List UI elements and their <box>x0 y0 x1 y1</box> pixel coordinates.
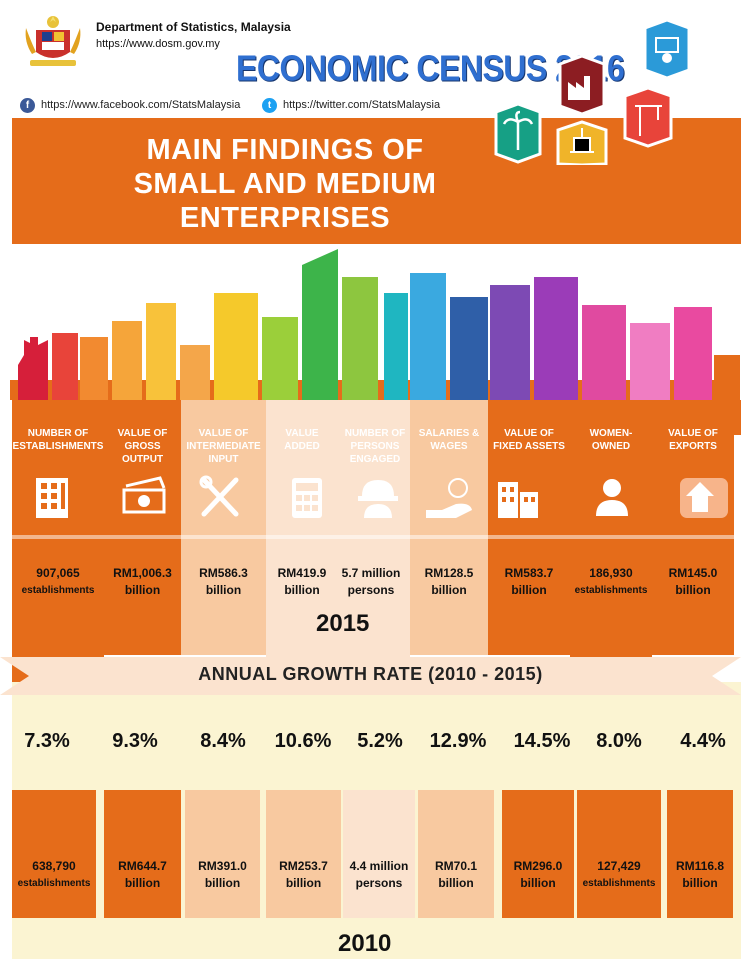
value-2015-women-owned: 186,930 establishments <box>574 566 648 596</box>
header-persons-engaged: NUMBER OF PERSONS ENGAGED <box>344 428 406 465</box>
twitter-link-group[interactable]: t https://twitter.com/StatsMalaysia <box>262 97 440 113</box>
main-title: MAIN FINDINGS OF SMALL AND MEDIUM ENTERP… <box>80 133 490 235</box>
value-2010-persons-engaged: 4.4 million persons <box>349 859 409 890</box>
facebook-icon: f <box>20 97 35 113</box>
export-arrow-icon <box>680 478 728 518</box>
value-2010-intermediate-input: RM391.0 billion <box>198 859 247 890</box>
tools-icon <box>199 475 239 517</box>
growth-women-owned: 8.0% <box>596 730 642 752</box>
growth-exports: 4.4% <box>680 730 726 752</box>
header-value-added: VALUE ADDED <box>284 428 320 452</box>
value-2015-gross-output: RM1,006.3 billion <box>113 566 172 597</box>
growth-persons-engaged: 5.2% <box>357 730 403 752</box>
header-establishments: NUMBER OF ESTABLISHMENTS <box>12 428 104 452</box>
indicator-icons-row <box>36 475 728 518</box>
value-2015-fixed-assets: RM583.7 billion <box>504 566 554 597</box>
woman-icon <box>596 479 628 516</box>
palm-tree-icon <box>494 102 542 164</box>
facebook-link-group[interactable]: f https://www.facebook.com/StatsMalaysia <box>20 97 240 113</box>
value-2015-salaries-wages: RM128.5 billion <box>424 566 474 597</box>
facebook-link[interactable]: https://www.facebook.com/StatsMalaysia <box>41 99 241 111</box>
title-line-1: MAIN FINDINGS OF <box>146 134 424 166</box>
value-2015-exports: RM145.0 billion <box>668 566 718 597</box>
value-2010-establishments: 638,790 establishments <box>17 859 91 889</box>
computer-user-icon <box>643 20 691 80</box>
title-banner <box>12 118 741 244</box>
department-name: Department of Statistics, Malaysia <box>96 20 291 34</box>
hardhat-worker-icon <box>358 480 398 518</box>
twitter-icon: t <box>262 97 277 113</box>
value-2010-fixed-assets: RM296.0 billion <box>513 859 563 890</box>
oil-rig-icon <box>556 120 608 165</box>
header-gross-output: VALUE OF GROSS OUTPUT <box>117 428 168 465</box>
sector-hexagons <box>494 20 691 165</box>
value-2010-value-added: RM253.7 billion <box>279 859 328 890</box>
value-2010-salaries-wages: RM70.1 billion <box>434 859 478 890</box>
twitter-link[interactable]: https://twitter.com/StatsMalaysia <box>283 99 441 111</box>
value-2015-establishments: 907,065 establishments <box>21 566 95 596</box>
calculator-icon <box>292 478 322 518</box>
growth-gross-output: 9.3% <box>112 730 158 752</box>
header-exports: VALUE OF EXPORTS <box>668 428 718 452</box>
growth-intermediate-input: 8.4% <box>200 730 246 752</box>
value-2015-intermediate-input: RM586.3 billion <box>199 566 248 597</box>
money-icon <box>122 476 166 514</box>
crane-icon <box>623 86 673 148</box>
malaysia-coat-of-arms-logo <box>25 16 81 66</box>
value-2010-women-owned: 127,429 establishments <box>582 859 656 889</box>
title-line-2: SMALL AND MEDIUM <box>133 168 437 200</box>
growth-rate-title: ANNUAL GROWTH RATE (2010 - 2015) <box>198 664 543 684</box>
year-2010-label: 2010 <box>338 930 392 957</box>
value-2010-exports: RM116.8 billion <box>675 859 725 890</box>
header-women-owned: WOMEN- OWNED <box>589 428 633 452</box>
website-link[interactable]: https://www.dosm.gov.my <box>96 38 220 50</box>
salary-hand-icon <box>426 478 472 518</box>
growth-ribbon <box>0 657 741 695</box>
value-2015-value-added: RM419.9 billion <box>277 566 327 597</box>
growth-salaries-wages: 12.9% <box>429 730 487 752</box>
header-fixed-assets: VALUE OF FIXED ASSETS <box>493 428 565 452</box>
header-salaries-wages: SALARIES & WAGES <box>418 428 480 452</box>
factory-icon <box>558 54 606 116</box>
header-intermediate-input: VALUE OF INTERMEDIATE INPUT <box>186 428 261 465</box>
title-line-3: ENTERPRISES <box>179 202 391 234</box>
building-icon <box>36 478 68 518</box>
value-2015-persons-engaged: 5.7 million persons <box>341 566 401 597</box>
growth-fixed-assets: 14.5% <box>513 730 571 752</box>
value-2010-gross-output: RM644.7 billion <box>118 859 167 890</box>
growth-establishments: 7.3% <box>24 730 70 752</box>
city-skyline-illustration <box>10 249 740 400</box>
office-buildings-icon <box>498 482 538 518</box>
table-background <box>12 400 741 959</box>
year-2015-label: 2015 <box>316 610 370 637</box>
growth-value-added: 10.6% <box>274 730 332 752</box>
